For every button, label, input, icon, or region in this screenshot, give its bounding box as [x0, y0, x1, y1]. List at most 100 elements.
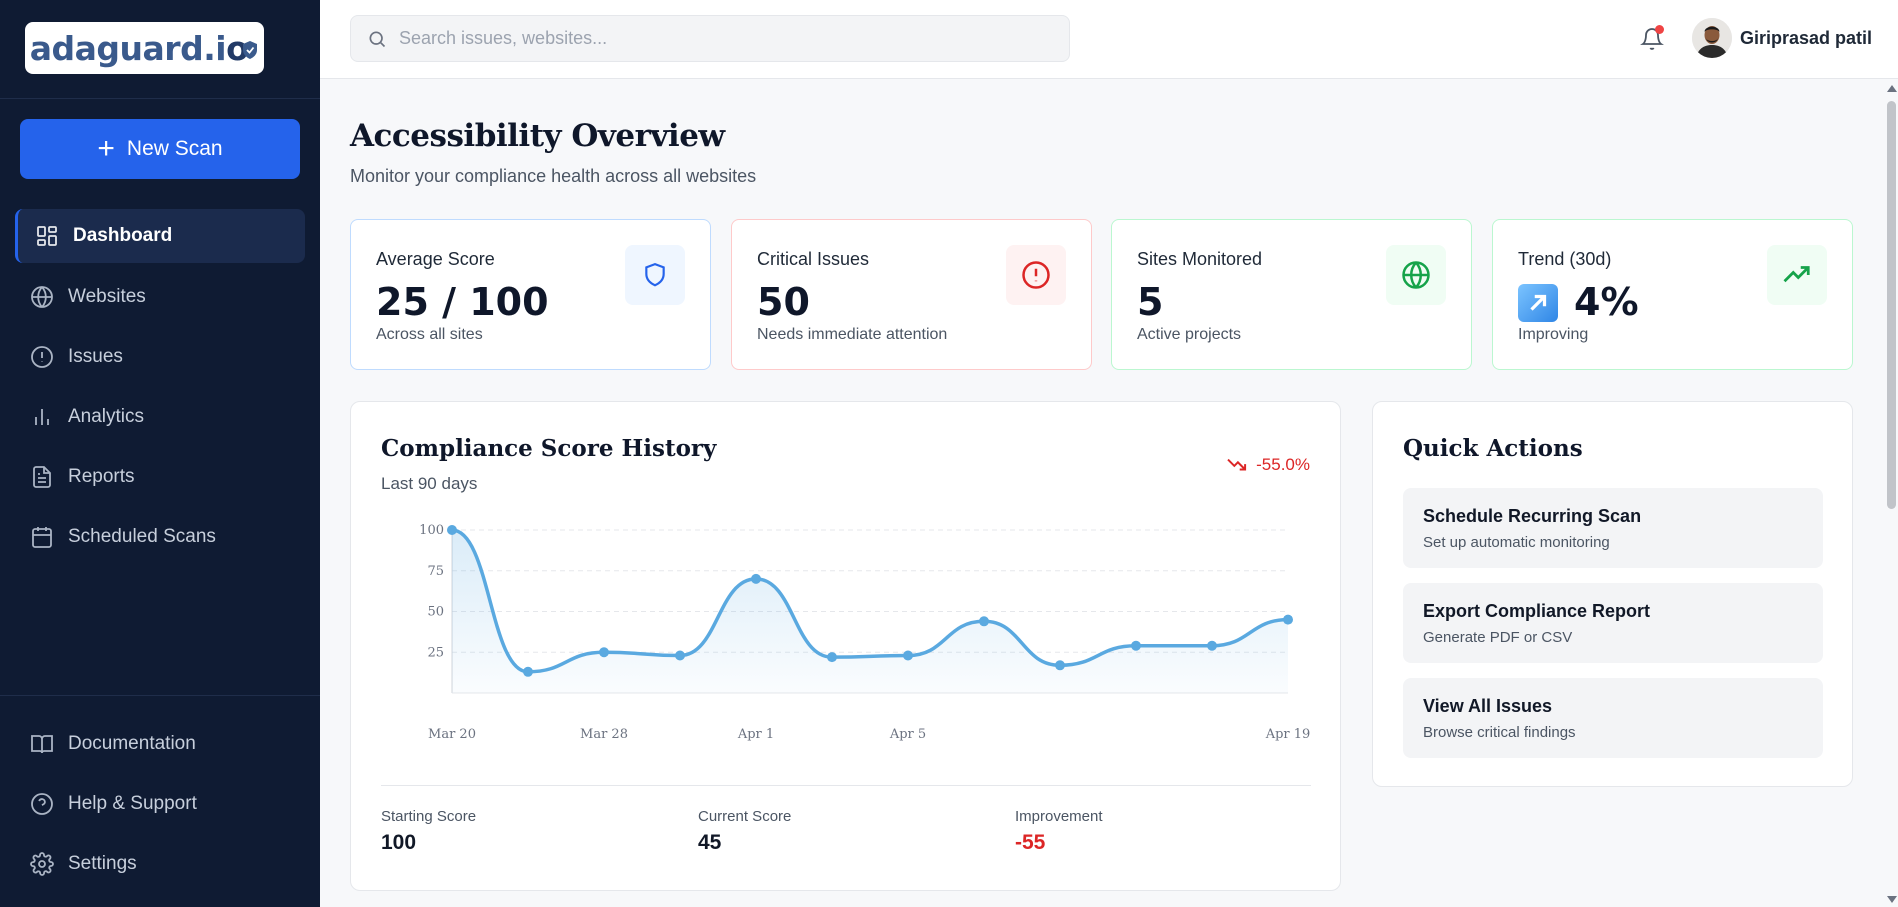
x-tick-label: Mar 28 [580, 727, 628, 742]
scroll-down-arrow[interactable] [1887, 896, 1897, 903]
score-history-chart: 25 50 75 100 Mar 20 Mar 28 Apr 1 Apr 5 Apr 19 [419, 523, 1311, 742]
compliance-history-panel: Compliance Score History Last 90 days -5… [350, 401, 1341, 891]
card-value: 50 [757, 280, 810, 324]
chart-data-point [1131, 640, 1141, 651]
card-average-score: Average Score 25 / 100 Across all sites [350, 219, 711, 370]
card-subtext: Improving [1518, 326, 1589, 343]
sidebar-divider [0, 695, 320, 696]
alert-circle-icon [29, 344, 55, 370]
card-subtext: Across all sites [376, 326, 483, 343]
card-value: 25 / 100 [376, 280, 549, 324]
alert-circle-icon [1006, 245, 1066, 305]
brand-logo[interactable]: adaguard.io [25, 22, 264, 74]
user-name[interactable]: Giriprasad patil [1740, 28, 1873, 48]
sidebar-item-websites[interactable]: Websites [15, 270, 305, 324]
scroll-thumb[interactable] [1887, 101, 1896, 509]
sidebar-divider [0, 98, 320, 99]
sidebar-item-label: Documentation [68, 733, 196, 754]
grid-icon [34, 223, 60, 249]
plus-icon: + [97, 132, 115, 165]
chart-data-point [599, 647, 609, 658]
card-critical-issues: Critical Issues 50 Needs immediate atten… [731, 219, 1092, 370]
stat-starting-score: Starting Score 100 [381, 808, 476, 855]
stats-divider [381, 785, 1311, 786]
trending-down-icon [1227, 458, 1247, 471]
brand-name: adaguard.i [29, 28, 227, 68]
calendar-icon [29, 524, 55, 550]
globe-icon [1386, 245, 1446, 305]
quick-actions-panel: Quick Actions Schedule Recurring Scan Se… [1372, 401, 1853, 787]
quick-action-title: Schedule Recurring Scan [1423, 506, 1642, 526]
arrow-up-right-icon [1518, 283, 1558, 322]
file-text-icon [29, 464, 55, 490]
stat-value: 45 [698, 831, 722, 854]
y-tick-label: 25 [427, 645, 444, 660]
sidebar-item-label: Scheduled Scans [68, 526, 216, 547]
page-title: Accessibility Overview [350, 118, 725, 154]
sidebar-item-label: Settings [68, 853, 137, 874]
card-value: 4% [1574, 280, 1639, 324]
help-circle-icon [29, 791, 55, 817]
quick-action-subtitle: Generate PDF or CSV [1423, 629, 1573, 646]
bell-icon [1640, 28, 1664, 50]
chart-data-point [1207, 640, 1217, 651]
sidebar-item-help[interactable]: Help & Support [15, 777, 305, 831]
stat-label: Improvement [1015, 808, 1103, 825]
quick-action-view-issues[interactable]: View All Issues Browse critical findings [1403, 678, 1823, 758]
search-box[interactable] [350, 15, 1070, 62]
sidebar-item-documentation[interactable]: Documentation [15, 717, 305, 771]
card-sites-monitored: Sites Monitored 5 Active projects [1111, 219, 1472, 370]
sidebar-item-label: Websites [68, 286, 146, 307]
stat-label: Starting Score [381, 808, 477, 825]
sidebar-item-reports[interactable]: Reports [15, 450, 305, 504]
quick-action-export-report[interactable]: Export Compliance Report Generate PDF or… [1403, 583, 1823, 663]
sidebar-item-analytics[interactable]: Analytics [15, 390, 305, 444]
chart-data-point [447, 525, 457, 535]
sidebar-item-settings[interactable]: Settings [15, 837, 305, 891]
new-scan-button[interactable]: + New Scan [20, 119, 300, 179]
card-trend: Trend (30d) 4% Improving [1492, 219, 1853, 370]
notifications-button[interactable] [1637, 24, 1667, 54]
score-change: -55.0% [1226, 455, 1310, 475]
card-label: Critical Issues [757, 249, 870, 269]
shield-icon [625, 245, 685, 305]
sidebar-item-scheduled-scans[interactable]: Scheduled Scans [15, 510, 305, 564]
chart-data-point [979, 616, 989, 627]
x-tick-label: Apr 19 [1265, 727, 1311, 742]
book-icon [29, 731, 55, 757]
scroll-up-arrow[interactable] [1887, 85, 1897, 92]
sidebar-item-label: Dashboard [73, 225, 173, 246]
sidebar-item-dashboard[interactable]: Dashboard [15, 209, 305, 263]
quick-action-subtitle: Set up automatic monitoring [1423, 534, 1610, 551]
page-scrollbar[interactable] [1885, 79, 1898, 907]
chart-data-point [827, 652, 837, 663]
notification-dot [1655, 25, 1664, 34]
chart-data-point [1055, 660, 1065, 671]
chart-area-fill [452, 530, 1288, 693]
y-tick-label: 100 [419, 523, 444, 538]
chart-data-point [523, 666, 533, 677]
shield-logo-icon [243, 41, 258, 59]
x-tick-label: Apr 5 [889, 727, 926, 742]
new-scan-label: New Scan [126, 137, 223, 160]
x-tick-label: Apr 1 [737, 727, 774, 742]
x-tick-label: Mar 20 [428, 727, 476, 742]
stat-current-score: Current Score 45 [698, 808, 791, 855]
sidebar-item-label: Issues [68, 346, 123, 367]
trending-up-icon [1767, 245, 1827, 305]
globe-icon [29, 284, 55, 310]
search-input[interactable] [399, 28, 1019, 49]
score-change-value: -55.0% [1256, 455, 1310, 474]
card-subtext: Needs immediate attention [757, 326, 948, 343]
page-subtitle: Monitor your compliance health across al… [350, 166, 757, 186]
chart-data-point [1283, 614, 1293, 625]
quick-action-title: Export Compliance Report [1423, 601, 1651, 621]
sidebar-item-issues[interactable]: Issues [15, 330, 305, 384]
avatar[interactable] [1692, 18, 1732, 58]
panel-title: Quick Actions [1403, 435, 1583, 462]
card-value: 5 [1137, 280, 1164, 324]
quick-action-schedule-scan[interactable]: Schedule Recurring Scan Set up automatic… [1403, 488, 1823, 568]
stat-improvement: Improvement -55 [1015, 808, 1103, 855]
brand-suffix: o [226, 28, 249, 68]
panel-subtitle: Last 90 days [381, 474, 478, 493]
